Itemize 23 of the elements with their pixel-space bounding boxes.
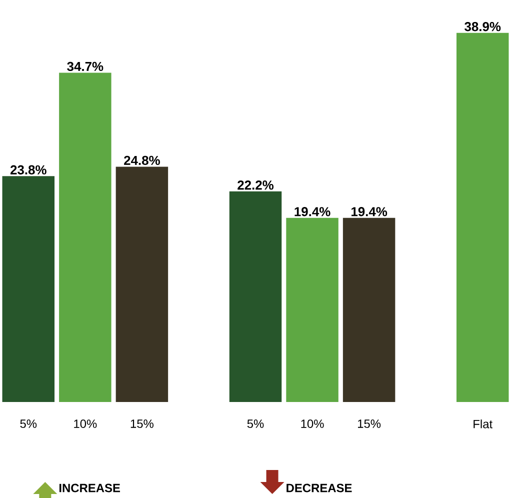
bar [456, 32, 509, 402]
x-tick-label: 10% [74, 420, 97, 428]
data-label: 23.8% [10, 165, 46, 174]
bar [116, 166, 168, 402]
bar [229, 191, 282, 402]
data-label: 38.9% [464, 22, 501, 32]
x-tick-label: 15% [130, 420, 154, 428]
x-tick-label: 5% [20, 420, 37, 428]
data-label: 22.2% [238, 180, 274, 190]
x-tick-label: Flat [474, 420, 492, 428]
data-label: 19.4% [294, 207, 330, 216]
bar [59, 72, 112, 402]
bar [342, 218, 396, 402]
x-tick-label: 5% [247, 420, 264, 428]
data-label: 24.8% [124, 156, 160, 165]
data-label: 19.4% [352, 207, 388, 216]
text: DECREASE [286, 484, 352, 492]
x-tick-label: 15% [358, 420, 381, 428]
x-tick-label: 10% [301, 420, 324, 428]
text: INCREASE [59, 484, 120, 492]
bar [286, 218, 338, 402]
data-label: 34.7% [67, 62, 104, 72]
bar [2, 176, 55, 402]
